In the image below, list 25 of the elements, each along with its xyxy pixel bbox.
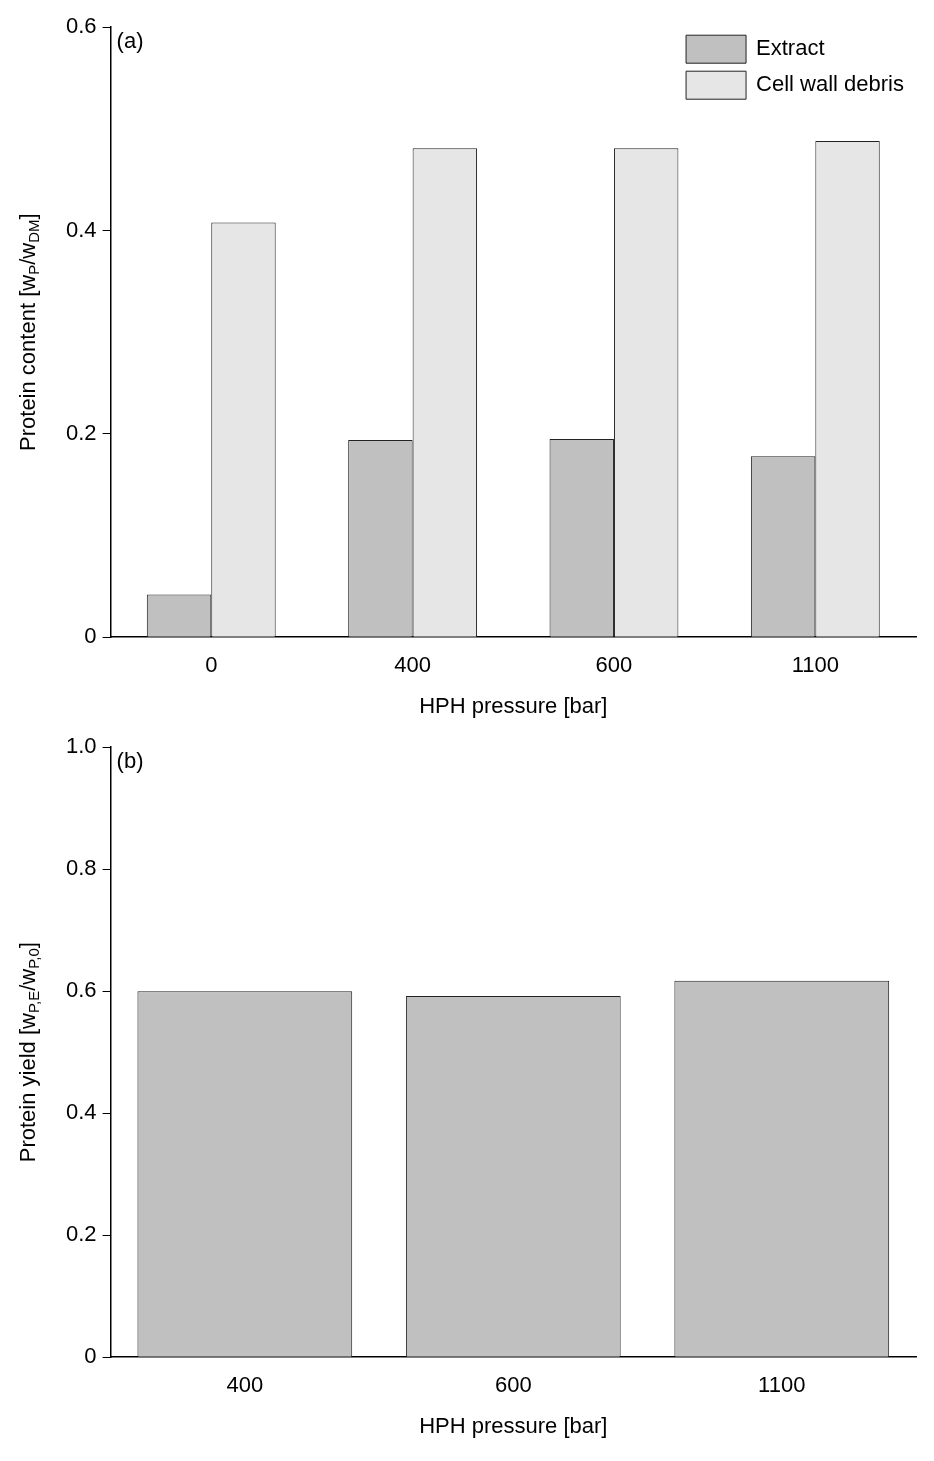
y-tick-label: 0.6 xyxy=(65,977,97,1003)
y-tick-label: 0 xyxy=(84,623,97,649)
y-tick-label: 1.0 xyxy=(65,733,97,759)
x-tick-label: 400 xyxy=(394,652,431,678)
x-tick-label: 1100 xyxy=(791,652,839,678)
y-axis-title: Protein content [wP/wDM] xyxy=(14,213,43,451)
y-tick-label: 0.2 xyxy=(65,419,97,445)
annotation: (a) xyxy=(116,28,144,54)
x-tick-label: 600 xyxy=(595,652,633,678)
y-tick-label: 0.8 xyxy=(65,855,97,881)
x-tick-label: 600 xyxy=(494,1372,532,1398)
annotation: (b) xyxy=(116,748,144,774)
x-tick-label: 0 xyxy=(205,652,218,678)
x-axis-title: HPH pressure [bar] xyxy=(419,1412,608,1438)
legend-label: Cell wall debris xyxy=(756,71,905,97)
y-tick-label: 0 xyxy=(84,1343,97,1369)
y-tick-label: 0.2 xyxy=(65,1221,97,1247)
x-tick-label: 1100 xyxy=(758,1372,806,1398)
y-axis-title: Protein yield [wP,E/wP,0] xyxy=(14,942,43,1163)
x-axis-title: HPH pressure [bar] xyxy=(419,692,608,718)
x-tick-label: 400 xyxy=(226,1372,264,1398)
legend-label: Extract xyxy=(756,35,825,61)
y-tick-label: 0.6 xyxy=(65,13,97,39)
y-tick-label: 0.4 xyxy=(65,216,97,242)
y-tick-label: 0.4 xyxy=(65,1099,97,1125)
